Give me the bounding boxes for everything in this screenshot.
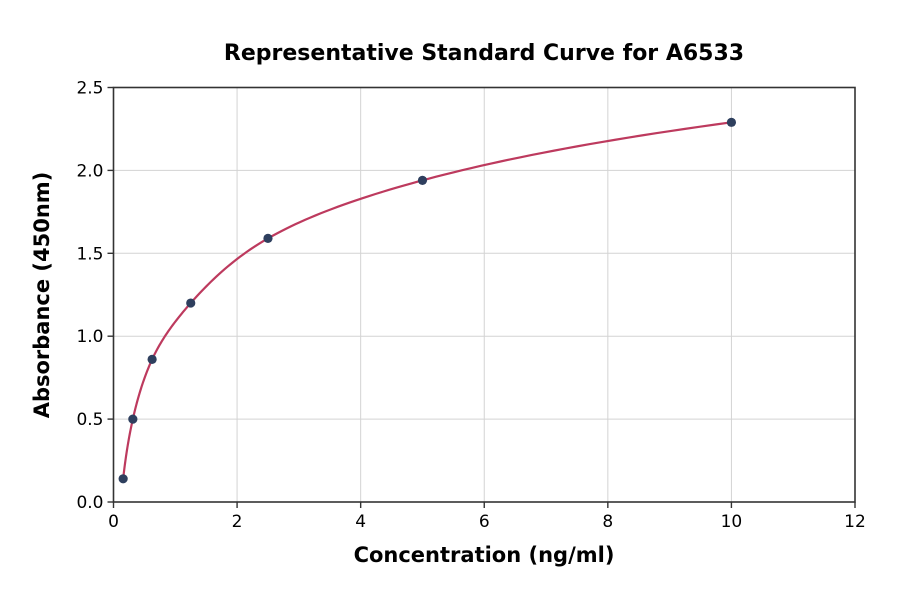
x-tick-label: 6 (479, 512, 490, 532)
chart-title: Representative Standard Curve for A6533 (223, 41, 745, 66)
x-tick-label: 10 (721, 512, 743, 532)
y-tick-label: 2.5 (76, 79, 103, 99)
x-tick-label: 12 (844, 512, 866, 532)
y-axis-title: Absorbance (450nm) (30, 171, 54, 419)
x-axis-title: Concentration (ng/ml) (353, 543, 615, 567)
y-tick-label: 2.0 (76, 161, 103, 181)
y-tick-label: 1.5 (76, 244, 103, 264)
data-point (186, 298, 196, 308)
y-tick-label: 0.5 (76, 410, 103, 430)
data-point (417, 175, 428, 185)
data-point (147, 354, 157, 365)
x-tick-label: 2 (232, 512, 243, 532)
data-point (118, 474, 128, 484)
x-tick-label: 4 (355, 512, 366, 532)
data-point (726, 117, 737, 127)
standard-curve-line (122, 121, 733, 480)
y-tick-label: 1.0 (76, 327, 103, 347)
x-tick-label: 0 (108, 512, 119, 532)
data-point (128, 414, 138, 424)
y-tick-label: 0.0 (76, 493, 103, 513)
x-tick-label: 8 (602, 512, 613, 532)
data-point (263, 233, 273, 243)
